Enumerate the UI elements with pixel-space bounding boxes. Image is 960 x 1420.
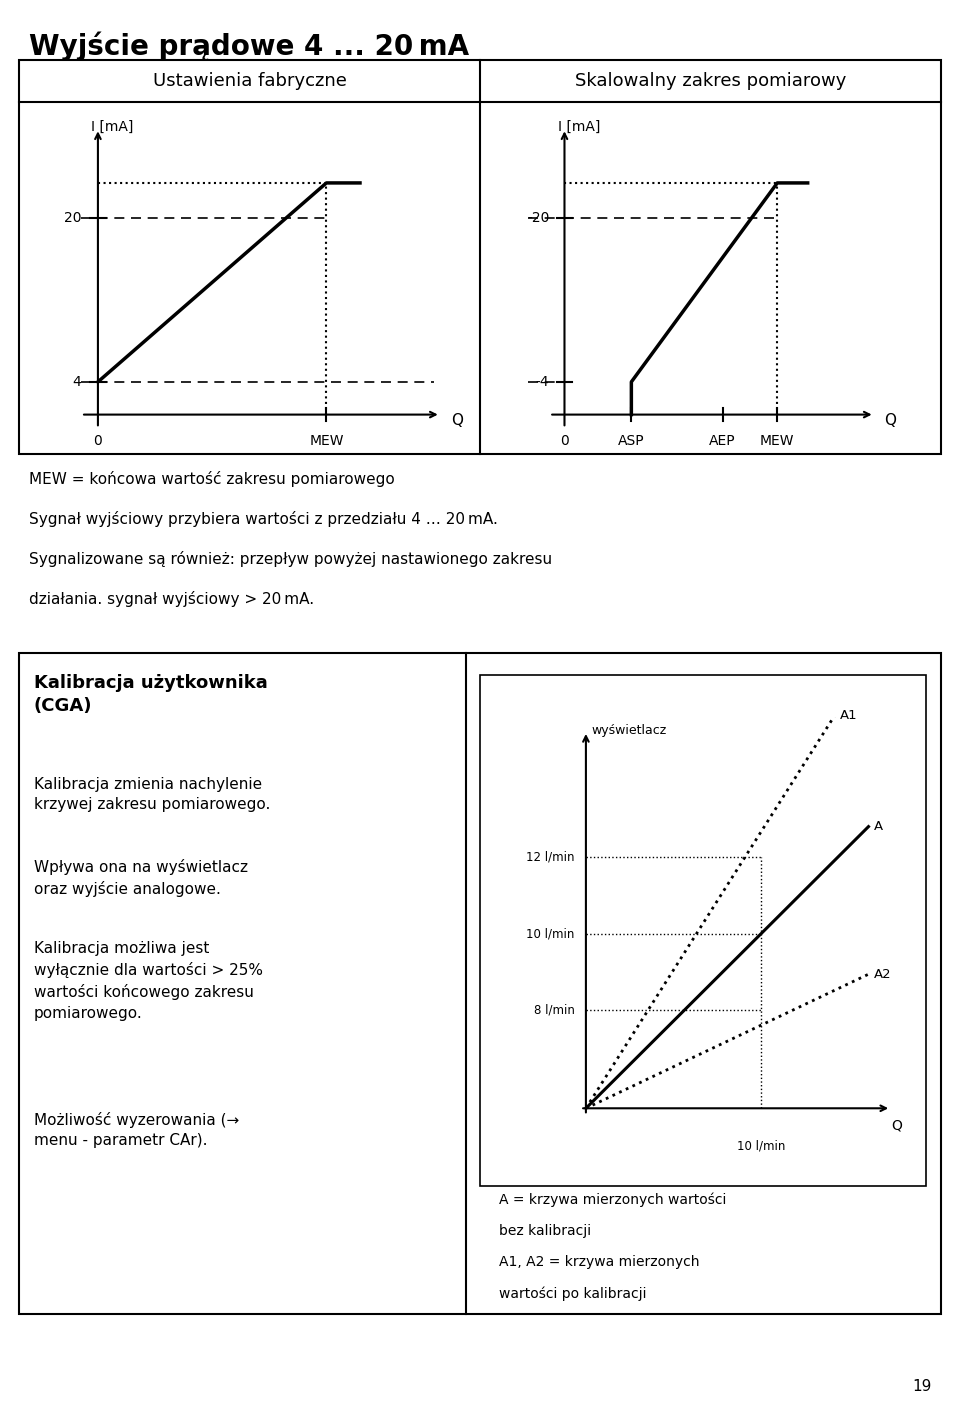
Text: A: A [875,821,883,834]
Text: A2: A2 [875,967,892,981]
Text: Ustawienia fabryczne: Ustawienia fabryczne [153,72,347,89]
Text: bez kalibracji: bez kalibracji [499,1224,591,1238]
Text: Q: Q [884,413,896,427]
Text: Skalowalny zakres pomiarowy: Skalowalny zakres pomiarowy [575,72,846,89]
Text: A1: A1 [840,709,858,723]
Text: MEW: MEW [760,433,795,447]
Text: -4: -4 [536,375,549,389]
Text: AEP: AEP [709,433,736,447]
Text: Wyjście prądowe 4 ... 20 mA: Wyjście prądowe 4 ... 20 mA [29,31,468,61]
Text: Wpływa ona na wyświetlacz
oraz wyjście analogowe.: Wpływa ona na wyświetlacz oraz wyjście a… [34,859,248,897]
Text: MEW = końcowa wartość zakresu pomiarowego: MEW = końcowa wartość zakresu pomiaroweg… [29,471,395,487]
Text: 8 l/min: 8 l/min [534,1004,575,1017]
Text: A1, A2 = krzywa mierzonych: A1, A2 = krzywa mierzonych [499,1255,700,1269]
Text: 19: 19 [912,1379,931,1394]
Text: ASP: ASP [618,433,645,447]
Text: 4: 4 [72,375,81,389]
Text: A = krzywa mierzonych wartości: A = krzywa mierzonych wartości [499,1193,727,1207]
Text: 0: 0 [93,433,103,447]
Text: wyświetlacz: wyświetlacz [591,724,667,737]
Text: Q: Q [891,1119,902,1133]
Text: działania. sygnał wyjściowy > 20 mA.: działania. sygnał wyjściowy > 20 mA. [29,591,314,606]
Text: 10 l/min: 10 l/min [737,1140,785,1153]
Text: I [mA]: I [mA] [559,121,601,135]
Text: 12 l/min: 12 l/min [526,851,575,863]
Text: 10 l/min: 10 l/min [526,927,575,940]
Text: Kalibracja zmienia nachylenie
krzywej zakresu pomiarowego.: Kalibracja zmienia nachylenie krzywej za… [34,777,270,812]
Text: wartości po kalibracji: wartości po kalibracji [499,1287,647,1301]
Text: Możliwość wyzerowania (→
menu - parametr CAr).: Możliwość wyzerowania (→ menu - parametr… [34,1112,239,1149]
Text: 20: 20 [63,212,81,226]
Text: -20: -20 [527,212,549,226]
Text: 0: 0 [560,433,569,447]
Text: Sygnał wyjściowy przybiera wartości z przedziału 4 … 20 mA.: Sygnał wyjściowy przybiera wartości z pr… [29,511,497,527]
Text: Q: Q [450,413,463,427]
Text: I [mA]: I [mA] [91,121,133,135]
Text: Kalibracja możliwa jest
wyłącznie dla wartości > 25%
wartości końcowego zakresu
: Kalibracja możliwa jest wyłącznie dla wa… [34,941,263,1021]
Text: Sygnalizowane są również: przepływ powyżej nastawionego zakresu: Sygnalizowane są również: przepływ powyż… [29,551,552,567]
Text: Kalibracja użytkownika
(CGA): Kalibracja użytkownika (CGA) [34,674,267,714]
Text: MEW: MEW [309,433,344,447]
